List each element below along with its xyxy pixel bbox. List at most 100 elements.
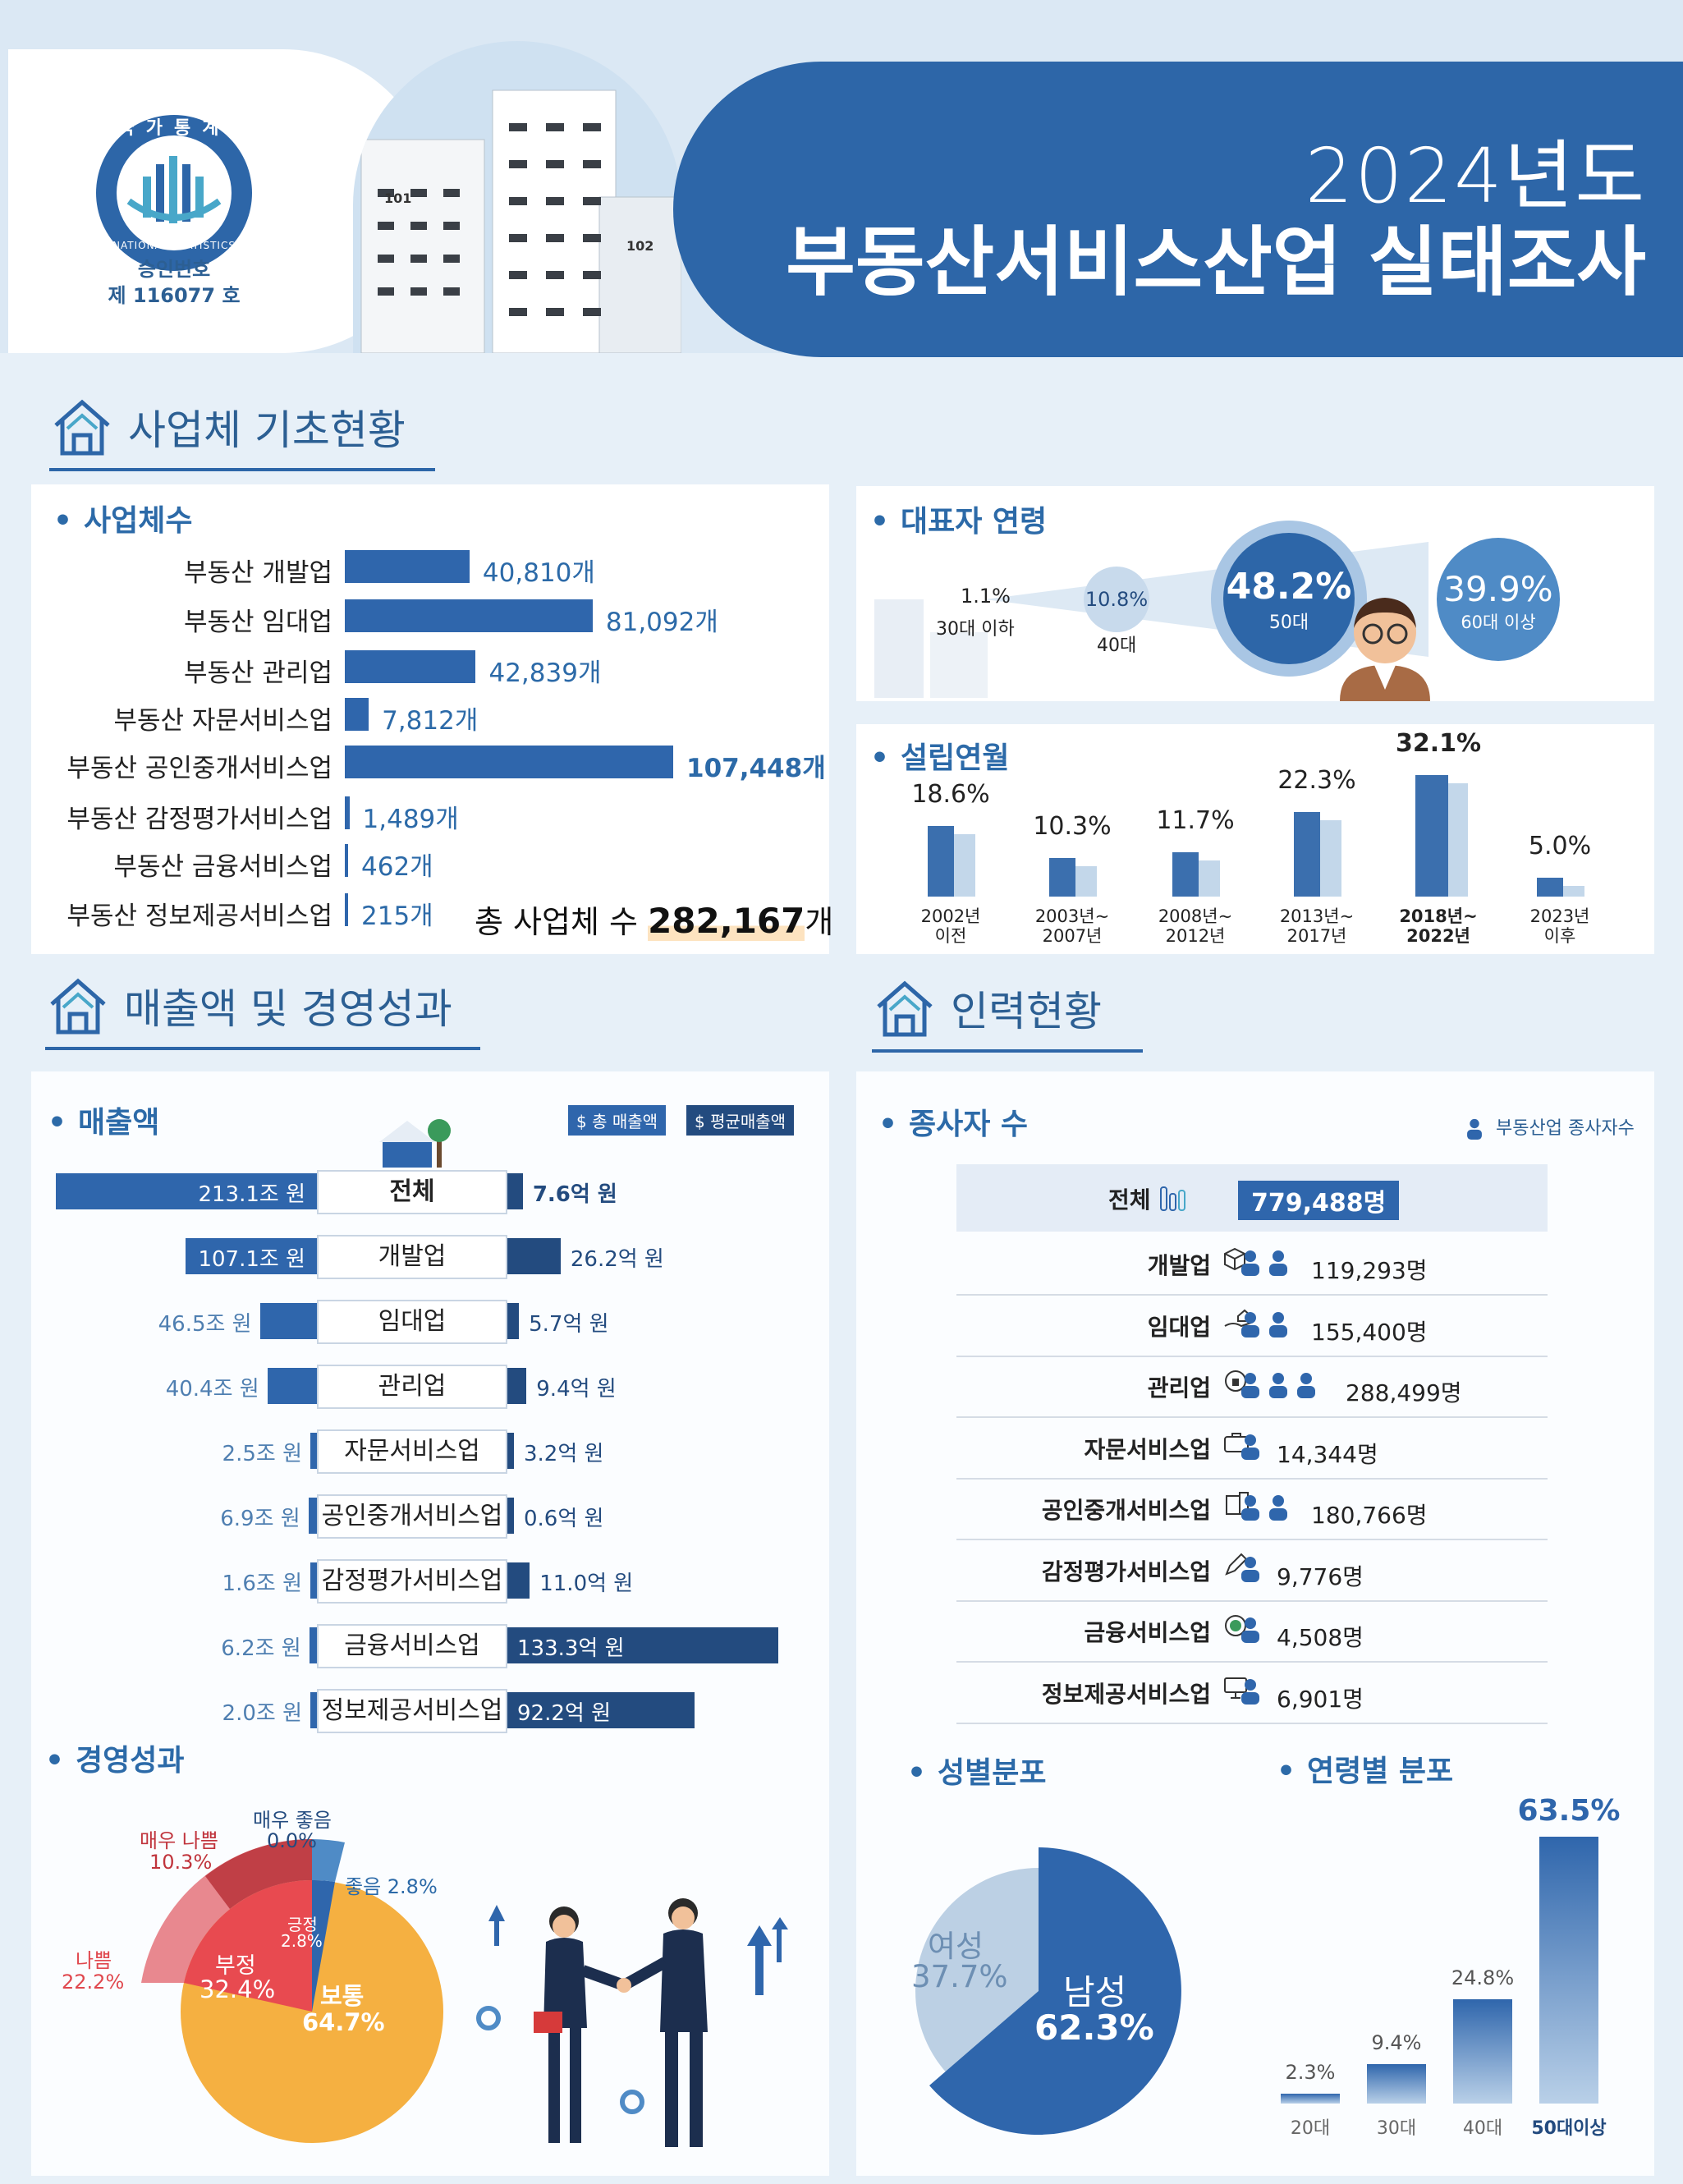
founding-label-2: 이후 xyxy=(1543,926,1576,946)
person-icon xyxy=(1241,1434,1259,1460)
bad-pct: 22.2% xyxy=(62,1971,125,1994)
employee-category-label: 임대업 xyxy=(1147,1313,1211,1341)
employee-row: 정보제공서비스업 6,901명 xyxy=(956,1663,1548,1724)
rep-age-title: 대표자 연령 xyxy=(870,498,1047,540)
pie-slice-negative xyxy=(184,1880,312,2012)
logo-ring-top: 국가통계 xyxy=(117,118,231,139)
founding-label-1: 2018년~ xyxy=(1399,906,1478,926)
employee-row: 자문서비스업 14,344명 xyxy=(956,1419,1548,1480)
section-title-text: 매출액 및 경영성과 xyxy=(124,985,452,1033)
building-number-101: 101 xyxy=(384,190,412,206)
approval-label: 승인번호 xyxy=(137,258,211,281)
male-label: 남성 xyxy=(1063,1972,1127,2012)
rep-age-50s-label: 50대 xyxy=(1268,613,1309,633)
founding-label-1: 2013년~ xyxy=(1279,906,1355,926)
business-count-bar xyxy=(345,698,369,731)
business-count-bar xyxy=(345,550,470,583)
approval-number: 제 116077 호 xyxy=(108,284,241,307)
founding-building-side xyxy=(1199,860,1220,897)
pencil-icon xyxy=(1223,1553,1253,1582)
avg-sales-value: 26.2억 원 xyxy=(570,1247,664,1272)
report-title: 부동산서비스산업 실태조사 xyxy=(786,218,1646,306)
avg-sales-value: 9.4억 원 xyxy=(536,1377,617,1402)
business-count-bar xyxy=(345,599,593,632)
rep-age-40s-pct: 10.8% xyxy=(1085,588,1149,611)
section-title-basic: 사업체 기초현황 xyxy=(49,394,435,471)
employee-category-label: 공인중개서비스업 xyxy=(1041,1497,1211,1524)
person-icons xyxy=(1240,1250,1295,1276)
founding-building-side xyxy=(954,834,975,897)
founding-pct: 10.3% xyxy=(1033,811,1112,841)
total-sales-value: 107.1조 원 xyxy=(198,1247,305,1272)
business-count-title: 사업체수 xyxy=(53,497,192,539)
business-count-value: 81,092개 xyxy=(605,608,718,637)
business-count-bar xyxy=(345,796,350,829)
employee-count-value: 119,293명 xyxy=(1311,1257,1428,1284)
business-count-value: 7,812개 xyxy=(382,706,479,736)
total-sales-value: 40.4조 원 xyxy=(165,1377,259,1402)
employee-row: 금융서비스업 4,508명 xyxy=(956,1602,1548,1663)
business-count-value: 42,839개 xyxy=(488,658,602,688)
founding-label-1: 2003년~ xyxy=(1034,906,1110,926)
employee-category-label: 자문서비스업 xyxy=(1084,1435,1211,1463)
age-category-label: 50대이상 xyxy=(1531,2118,1607,2139)
total-sales-bar xyxy=(267,1368,317,1404)
employee-count-value: 6,901명 xyxy=(1277,1685,1364,1713)
negative-label: 부정 xyxy=(215,1953,256,1979)
business-count-value: 107,448개 xyxy=(686,754,826,783)
person-icon xyxy=(1241,1678,1259,1705)
small-house-icon xyxy=(379,1119,451,1168)
rep-age-40s-bubble: 10.8% xyxy=(1084,567,1149,632)
total-sales-value: 6.2조 원 xyxy=(221,1636,301,1661)
avg-sales-bar xyxy=(507,1173,523,1209)
person-icons xyxy=(1240,1556,1268,1582)
business-count-bar xyxy=(345,893,348,926)
founding-pct: 18.6% xyxy=(911,780,990,810)
logo-ring-bottom: NATIONAL STATISTICS xyxy=(112,240,236,251)
report-year: 2024년도 xyxy=(1305,132,1646,220)
total-sales-bar xyxy=(56,1173,317,1209)
avg-sales-bar xyxy=(507,1498,514,1534)
very-bad-pct: 10.3% xyxy=(149,1851,213,1874)
founding-building-side xyxy=(1448,783,1468,897)
founding-building-side xyxy=(1320,820,1341,897)
founding-building xyxy=(1294,812,1320,897)
business-count-value: 40,810개 xyxy=(482,558,595,588)
business-count-value: 215개 xyxy=(361,902,433,931)
positive-label: 긍정 xyxy=(287,1915,318,1934)
section-title-text: 인력현황 xyxy=(951,988,1102,1035)
rep-age-60s-bubble: 39.9% 60대 이상 xyxy=(1437,538,1560,661)
avg-sales-value: 133.3억 원 xyxy=(517,1636,625,1661)
founding-label-1: 2023년 xyxy=(1529,906,1590,926)
very-good-pct: 0.0% xyxy=(267,1829,317,1852)
rep-age-30s-pct: 1.1% xyxy=(961,585,1011,608)
founding-building xyxy=(1172,852,1199,897)
founding-label-1: 2002년 xyxy=(920,906,981,926)
avg-sales-bar xyxy=(507,1627,778,1663)
handshake-illustration xyxy=(476,1898,788,2147)
person-icons xyxy=(1240,1678,1268,1705)
title-banner xyxy=(673,62,1683,357)
person-icons xyxy=(1240,1494,1295,1521)
rep-age-60s-pct: 39.9% xyxy=(1443,569,1553,609)
founding-building xyxy=(1537,877,1563,897)
very-good-label: 매우 좋음 xyxy=(253,1809,332,1832)
performance-title: 경영성과 xyxy=(45,1737,184,1779)
age-dist-title: 연령별 분포 xyxy=(1277,1747,1453,1790)
employee-count-value: 155,400명 xyxy=(1311,1318,1428,1346)
employee-count-value: 180,766명 xyxy=(1311,1502,1428,1529)
person-icon xyxy=(1269,1250,1287,1276)
negative-pct: 32.4% xyxy=(199,1975,276,2003)
business-count-value: 462개 xyxy=(361,852,433,882)
person-icon xyxy=(1467,1118,1482,1140)
employee-category-label: 개발업 xyxy=(1147,1252,1211,1279)
employees-legend-text: 부동산업 종사자수 xyxy=(1496,1118,1635,1139)
age-bar-value: 2.3% xyxy=(1285,2061,1336,2085)
total-sales-bar xyxy=(310,1433,317,1469)
female-label: 여성 xyxy=(928,1929,984,1964)
sales-category-box: 관리업 xyxy=(317,1365,507,1409)
age-category-label: 30대 xyxy=(1376,2118,1417,2139)
national-statistics-logo xyxy=(96,115,252,271)
buildings-illustration xyxy=(353,41,681,353)
sales-category-box: 감정평가서비스업 xyxy=(317,1559,507,1604)
